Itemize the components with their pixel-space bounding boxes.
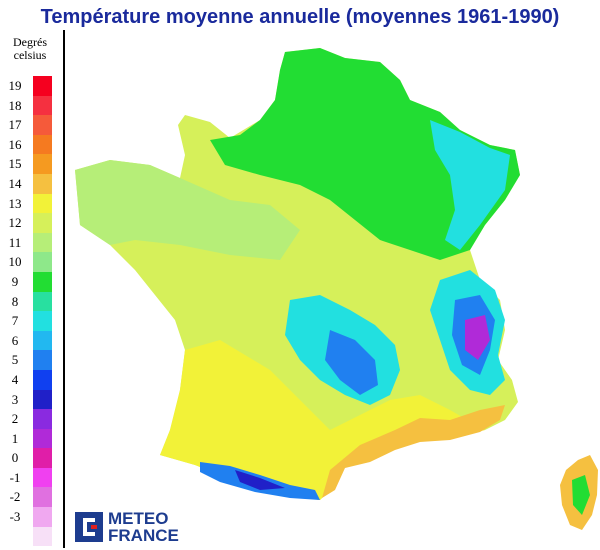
west-mild-zone bbox=[75, 160, 300, 260]
legend-label: 14 bbox=[8, 175, 22, 191]
north-cool-zone bbox=[210, 48, 520, 260]
legend-swatch bbox=[33, 409, 52, 429]
legend-swatch bbox=[33, 95, 52, 116]
legend-label: 5 bbox=[11, 352, 19, 368]
legend-swatch bbox=[33, 389, 52, 410]
legend-swatch bbox=[33, 487, 52, 508]
legend-swatch bbox=[33, 173, 52, 194]
meteo-france-logo: METEO FRANCE bbox=[75, 510, 195, 546]
legend-swatch bbox=[33, 76, 52, 96]
france-temperature-map bbox=[75, 48, 598, 530]
legend-swatch bbox=[33, 448, 52, 468]
alps-peaks bbox=[465, 315, 490, 360]
legend-label: 17 bbox=[8, 117, 22, 133]
legend-label: 12 bbox=[8, 215, 22, 231]
mediterranean-hot-zone bbox=[322, 405, 505, 498]
legend-swatch bbox=[33, 291, 52, 312]
legend-label: 18 bbox=[8, 97, 22, 113]
legend-label: 1 bbox=[11, 430, 19, 446]
legend-label: 11 bbox=[8, 234, 22, 250]
meteo-france-emblem-icon bbox=[75, 512, 103, 542]
legend-label: -2 bbox=[9, 489, 21, 505]
legend-title: Degrés celsius bbox=[13, 35, 47, 62]
legend-swatch bbox=[33, 193, 52, 214]
legend-swatch bbox=[33, 213, 52, 233]
legend-label: 7 bbox=[11, 313, 19, 329]
legend-label: 10 bbox=[8, 254, 22, 270]
legend-swatch bbox=[33, 271, 52, 292]
map-title: Température moyenne annuelle (moyennes 1… bbox=[40, 6, 560, 28]
corsica-mountains bbox=[572, 475, 590, 515]
legend-swatch bbox=[33, 467, 52, 488]
legend-label: 16 bbox=[8, 136, 22, 152]
legend-swatch bbox=[33, 154, 52, 174]
legend-label: 19 bbox=[8, 78, 22, 93]
legend-swatch bbox=[33, 252, 52, 272]
legend-swatch bbox=[33, 311, 52, 331]
legend-label: 9 bbox=[11, 273, 19, 289]
logo-line-1: METEO bbox=[108, 509, 169, 528]
legend-label: 8 bbox=[11, 293, 19, 309]
south-warm-zone bbox=[160, 340, 485, 500]
legend-swatch bbox=[33, 369, 52, 390]
legend-label: -3 bbox=[9, 509, 21, 525]
legend-label: 13 bbox=[8, 195, 22, 211]
legend-swatch bbox=[33, 428, 52, 449]
legend-swatch bbox=[33, 232, 52, 253]
legend-label: 6 bbox=[11, 332, 19, 348]
legend-label: 3 bbox=[11, 391, 19, 407]
legend-label: 0 bbox=[11, 450, 19, 466]
pyrenees-peaks bbox=[235, 470, 285, 490]
legend-label: 4 bbox=[11, 371, 19, 387]
legend-label: 2 bbox=[11, 411, 19, 427]
legend-swatch bbox=[33, 115, 52, 135]
legend-swatch bbox=[33, 507, 52, 527]
legend-label: -1 bbox=[9, 469, 21, 485]
legend-divider bbox=[63, 30, 65, 548]
logo-line-2: FRANCE bbox=[108, 526, 179, 545]
east-cold-zone bbox=[430, 120, 510, 250]
legend-swatch bbox=[33, 134, 52, 155]
legend-swatch bbox=[33, 350, 52, 370]
legend-swatch bbox=[33, 330, 52, 351]
legend-swatch bbox=[33, 526, 52, 547]
legend-label: 15 bbox=[8, 156, 22, 172]
massif-central-peaks bbox=[325, 330, 378, 395]
